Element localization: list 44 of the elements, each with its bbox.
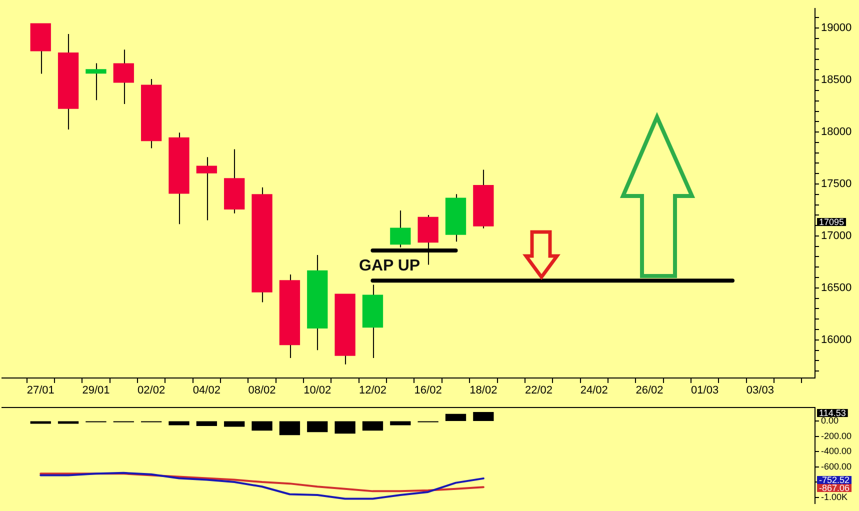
bar xyxy=(473,412,494,421)
x-tick-label: 18/02 xyxy=(470,384,498,397)
y-tick-label: 17500 xyxy=(821,178,852,190)
bar xyxy=(168,421,190,426)
y-tick-label: -200.00 xyxy=(821,430,852,441)
y-tick-label: -400.00 xyxy=(821,446,852,456)
x-tick-label: 29/01 xyxy=(82,384,110,397)
y-tick-label: 16000 xyxy=(821,334,852,346)
bar xyxy=(362,421,384,431)
y-tick-label: -600.00 xyxy=(821,461,852,472)
candlestick xyxy=(113,49,134,104)
text: -867.06 xyxy=(819,482,850,493)
x-tick-label: 03/03 xyxy=(746,384,774,397)
candlestick xyxy=(86,62,106,101)
x-tick-label: 22/02 xyxy=(525,384,553,397)
x-tick-label: 01/03 xyxy=(691,384,719,397)
bar xyxy=(224,421,245,427)
y-tick-label: 0.00 xyxy=(821,416,839,426)
bar xyxy=(445,414,466,421)
candlestick xyxy=(196,156,218,221)
x-tick-label: 24/02 xyxy=(580,384,608,397)
text: 17095 xyxy=(819,216,844,227)
bar xyxy=(252,421,272,431)
text: -752.52 xyxy=(819,474,850,485)
annotation: GAP UP xyxy=(359,257,420,274)
x-tick-label: 04/02 xyxy=(192,384,220,397)
x-tick-label: 08/02 xyxy=(248,384,276,397)
y-tick-label: 16500 xyxy=(821,282,852,294)
y-tick-label: 18000 xyxy=(821,126,852,138)
bar xyxy=(279,421,300,436)
bar xyxy=(196,421,218,426)
x-tick-label: 12/02 xyxy=(358,384,386,397)
y-tick-label: 19000 xyxy=(821,22,852,34)
x-tick-label: 26/02 xyxy=(636,384,664,397)
y-tick-label: -1.00K xyxy=(821,492,848,502)
x-tick-label: 27/01 xyxy=(26,384,54,397)
x-tick-label: 10/02 xyxy=(304,384,332,397)
bar xyxy=(334,421,356,434)
y-tick-label: 17000 xyxy=(821,230,852,242)
bar xyxy=(307,421,328,432)
x-tick-label: 02/02 xyxy=(138,384,166,397)
x-tick-label: 16/02 xyxy=(414,384,442,397)
text: 114.53 xyxy=(819,408,846,418)
y-tick-label: 18500 xyxy=(821,74,852,86)
